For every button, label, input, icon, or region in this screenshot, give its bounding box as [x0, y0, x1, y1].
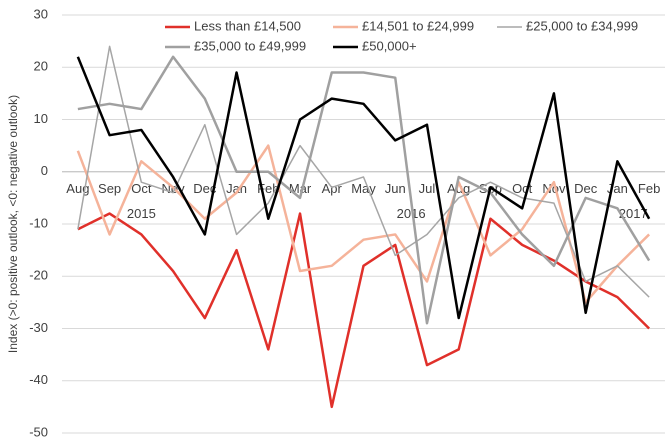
y-tick-label: 20 [34, 59, 48, 74]
x-tick-label: Sep [98, 181, 121, 196]
series-line [76, 56, 651, 320]
y-axis-label: Index (>0: positive outlook, <0: negativ… [6, 95, 20, 353]
year-label: 2017 [619, 206, 648, 221]
series-line [77, 212, 651, 409]
x-tick-label: Jul [419, 181, 436, 196]
year-label: 2016 [397, 206, 426, 221]
y-tick-label: -20 [29, 268, 48, 283]
legend-label: £35,000 to £49,999 [194, 38, 306, 53]
y-tick-label: -10 [29, 215, 48, 230]
y-tick-label: -30 [29, 320, 48, 335]
y-tick-label: 30 [34, 6, 48, 21]
y-tick-label: 10 [34, 111, 48, 126]
y-tick-label: 0 [41, 163, 48, 178]
series-line [77, 45, 650, 298]
x-tick-label: Dec [574, 181, 598, 196]
y-tick-label: -40 [29, 372, 48, 387]
x-tick-label: Dec [193, 181, 217, 196]
year-label: 2015 [127, 206, 156, 221]
x-tick-label: Feb [638, 181, 660, 196]
x-tick-label: Jun [385, 181, 406, 196]
legend-label: £14,501 to £24,999 [362, 18, 474, 33]
legend-label: £50,000+ [362, 38, 417, 53]
legend-label: £25,000 to £34,999 [526, 18, 638, 33]
x-tick-label: May [351, 181, 376, 196]
y-tick-label: -50 [29, 424, 48, 439]
series-line [76, 144, 651, 304]
x-tick-label: Apr [322, 181, 343, 196]
x-tick-label: Oct [131, 181, 152, 196]
series-line [77, 55, 651, 325]
legend-label: Less than £14,500 [194, 18, 301, 33]
